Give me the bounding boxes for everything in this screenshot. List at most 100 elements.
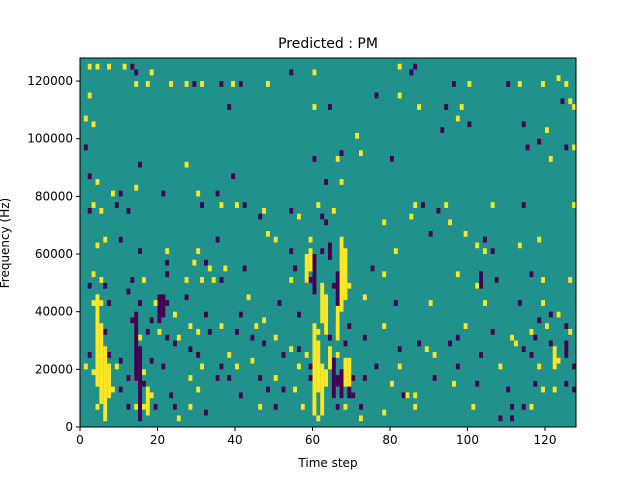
heatmap-cell: [211, 277, 216, 283]
heatmap-cell: [324, 179, 329, 185]
heatmap-cell: [165, 271, 170, 278]
heatmap-cell: [448, 219, 453, 226]
x-tick-label: 0: [76, 433, 84, 447]
heatmap-cell: [308, 363, 313, 370]
heatmap-cell: [452, 380, 456, 387]
heatmap-cell: [118, 357, 123, 364]
heatmap-cell: [351, 392, 356, 399]
heatmap-cell: [207, 328, 212, 335]
heatmap-cell: [335, 271, 340, 324]
heatmap-cell: [343, 340, 348, 347]
heatmap-cell: [541, 81, 546, 87]
heatmap-cell: [99, 323, 104, 404]
heatmap-cell: [529, 403, 534, 410]
heatmap-cell: [219, 202, 224, 208]
heatmap-cell: [254, 323, 259, 329]
x-tick-label: 80: [382, 433, 397, 447]
heatmap-cell: [95, 242, 100, 249]
heatmap-cell: [421, 202, 425, 208]
heatmap-cell: [548, 311, 553, 318]
heatmap-cell: [289, 277, 294, 283]
heatmap-cell: [413, 63, 418, 70]
heatmap-cell: [413, 403, 418, 410]
heatmap-cell: [328, 334, 332, 341]
heatmap-cell: [533, 380, 538, 387]
heatmap-cell: [514, 340, 518, 347]
heatmap-cell: [266, 81, 270, 87]
heatmap-cell: [204, 311, 208, 318]
heatmap-cell: [103, 346, 108, 422]
heatmap-cell: [490, 248, 495, 255]
heatmap-cell: [312, 156, 317, 162]
heatmap-cell: [91, 369, 96, 376]
heatmap-cell: [537, 138, 542, 145]
heatmap-cell: [114, 363, 119, 370]
heatmap-cell: [316, 328, 321, 335]
heatmap-cell: [262, 340, 267, 347]
heatmap-cell: [556, 357, 561, 364]
heatmap-cell: [382, 219, 387, 226]
heatmap-cell: [440, 127, 445, 133]
heatmap-cell: [200, 363, 205, 370]
heatmap-cell: [126, 375, 131, 381]
heatmap-cell: [545, 323, 549, 329]
heatmap-cell: [382, 271, 387, 278]
heatmap-cell: [231, 173, 236, 180]
heatmap-cell: [417, 340, 422, 347]
heatmap-cell: [498, 415, 503, 422]
heatmap-cell: [568, 328, 573, 335]
heatmap-cell: [289, 248, 294, 255]
heatmap-cell: [215, 236, 220, 243]
heatmap-cell: [529, 271, 534, 278]
heatmap-cell: [103, 236, 108, 243]
heatmap-cell: [320, 363, 325, 416]
y-tick-label: 60000: [35, 247, 73, 261]
heatmap-cell: [390, 380, 394, 387]
heatmap-cell: [517, 81, 522, 87]
heatmap-cell: [130, 63, 135, 70]
heatmap-cell: [374, 92, 379, 99]
heatmap-cell: [572, 104, 577, 110]
heatmap-cell: [242, 202, 247, 208]
heatmap-cell: [455, 334, 460, 341]
heatmap-cell: [331, 282, 336, 289]
heatmap-cell: [91, 202, 96, 208]
heatmap-cell: [529, 352, 534, 358]
heatmap-cell: [227, 375, 232, 381]
heatmap-cell: [316, 415, 321, 422]
heatmap-cell: [138, 248, 143, 255]
heatmap-cell: [343, 403, 348, 410]
heatmap-cell: [312, 323, 317, 416]
heatmap-cell: [494, 277, 499, 283]
heatmap-cell: [471, 403, 476, 410]
heatmap-cell: [149, 357, 154, 364]
heatmap-cell: [281, 352, 286, 358]
heatmap-cell: [235, 202, 239, 208]
heatmap-cell: [347, 357, 352, 387]
heatmap-cell: [107, 352, 112, 358]
heatmap-cell: [207, 265, 212, 272]
heatmap-cell: [134, 69, 139, 76]
heatmap-cell: [297, 363, 301, 370]
heatmap-cell: [188, 346, 193, 353]
heatmap-cell: [273, 403, 278, 410]
heatmap-cell: [343, 248, 348, 301]
heatmap-cell: [87, 173, 92, 180]
heatmap-cell: [467, 121, 472, 128]
heatmap-cell: [134, 184, 139, 191]
heatmap-cell: [145, 328, 150, 335]
heatmap-cell: [219, 81, 224, 87]
heatmap-cells: [83, 63, 577, 422]
y-axis: 0 20000 40000 60000 80000 100000 120000: [27, 74, 80, 434]
heatmap-cell: [173, 311, 177, 318]
heatmap-cell: [122, 63, 127, 70]
heatmap-cell: [405, 392, 410, 399]
x-tick-label: 100: [456, 433, 479, 447]
heatmap-cell: [444, 104, 449, 110]
heatmap-cell: [428, 230, 433, 237]
plot-frame: [79, 57, 577, 428]
heatmap-cell: [103, 282, 108, 289]
heatmap-cell: [475, 380, 480, 387]
heatmap-cell: [436, 207, 441, 214]
